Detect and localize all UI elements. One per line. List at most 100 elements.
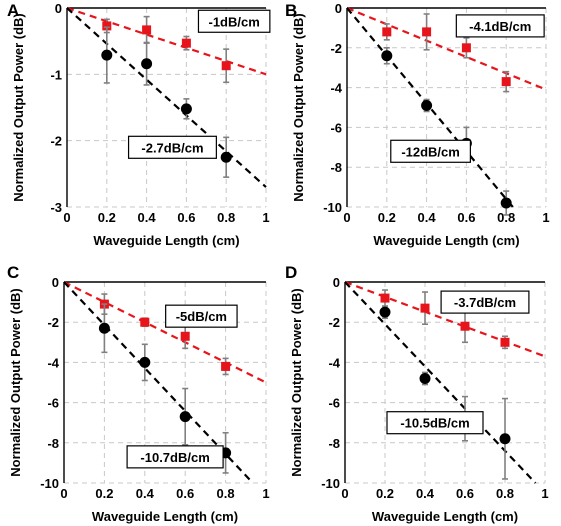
slope-label-box xyxy=(386,411,484,435)
x-tick-label: 0 xyxy=(63,210,70,225)
slope-label-box xyxy=(440,290,530,314)
data-point-circle xyxy=(139,356,151,368)
y-tick-label: -10 xyxy=(40,476,59,491)
y-axis-title: Normalized Output Power (dB) xyxy=(289,288,304,477)
slope-label: -5dB/cm xyxy=(176,309,227,324)
x-tick-label: 0.8 xyxy=(217,210,235,225)
y-axis-title: Normalized Output Power (dB) xyxy=(8,288,23,477)
x-tick-label: 0.8 xyxy=(497,210,515,225)
slope-label: -12dB/cm xyxy=(401,144,460,159)
panel-letter: A xyxy=(7,1,19,20)
data-point-square xyxy=(422,27,432,37)
x-tick-label: 0 xyxy=(343,210,350,225)
panel-letter: B xyxy=(285,1,297,20)
x-tick-label: 0.2 xyxy=(98,210,116,225)
data-point-square xyxy=(140,317,150,327)
x-tick-label: 0.8 xyxy=(496,486,514,501)
y-tick-label: -8 xyxy=(330,160,342,175)
y-tick-label: -6 xyxy=(328,396,340,411)
data-point-square xyxy=(221,61,231,71)
x-axis-title: Waveguide Length (cm) xyxy=(93,233,239,248)
x-tick-label: 0.2 xyxy=(378,210,396,225)
data-point-circle xyxy=(98,322,110,334)
y-tick-label: -4 xyxy=(328,355,340,370)
y-tick-label: -10 xyxy=(323,200,342,215)
data-point-circle xyxy=(499,433,511,445)
y-tick-label: -3 xyxy=(50,200,62,215)
slope-label-box xyxy=(127,135,217,159)
x-tick-label: 1 xyxy=(262,210,269,225)
data-point-circle xyxy=(421,100,433,112)
data-point-circle xyxy=(220,151,232,163)
data-point-circle xyxy=(379,306,391,318)
slope-label: -1dB/cm xyxy=(209,14,260,29)
slope-label: -2.7dB/cm xyxy=(141,140,203,155)
data-point-circle xyxy=(180,103,192,115)
slope-label-box xyxy=(126,445,224,469)
y-tick-label: -2 xyxy=(50,134,62,149)
x-tick-label: 1 xyxy=(262,486,269,501)
data-point-circle xyxy=(179,411,191,423)
fit-line-red xyxy=(66,6,267,76)
fit-line-black xyxy=(66,7,267,188)
y-tick-label: -8 xyxy=(47,436,59,451)
y-tick-label: -10 xyxy=(321,476,340,491)
y-tick-label: -2 xyxy=(328,315,340,330)
y-tick-label: -2 xyxy=(47,315,59,330)
data-point-circle xyxy=(500,197,512,209)
y-tick-label: 0 xyxy=(335,1,342,16)
y-tick-label: 0 xyxy=(55,1,62,16)
y-tick-label: -6 xyxy=(330,120,342,135)
x-tick-label: 0.6 xyxy=(176,486,194,501)
x-tick-label: 0.2 xyxy=(95,486,113,501)
x-tick-label: 0 xyxy=(341,486,348,501)
y-axis-title: Normalized Output Power (dB) xyxy=(11,13,26,202)
y-tick-label: -4 xyxy=(330,81,342,96)
data-point-square xyxy=(500,337,510,347)
y-tick-label: -1 xyxy=(50,67,62,82)
data-point-square xyxy=(460,321,470,331)
slope-label: -4.1dB/cm xyxy=(469,19,531,34)
x-tick-label: 0.6 xyxy=(177,210,195,225)
data-point-square xyxy=(501,77,511,87)
x-tick-label: 0.4 xyxy=(138,210,157,225)
x-axis-title: Waveguide Length (cm) xyxy=(373,233,519,248)
x-tick-label: 0.2 xyxy=(376,486,394,501)
fit-line-red xyxy=(63,281,267,384)
data-point-circle xyxy=(101,49,113,61)
data-point-square xyxy=(142,25,152,35)
fit-line-black xyxy=(344,281,537,484)
x-tick-label: 0.4 xyxy=(136,486,155,501)
x-tick-label: 0.8 xyxy=(217,486,235,501)
y-tick-label: -6 xyxy=(47,396,59,411)
data-point-circle xyxy=(141,58,153,70)
slope-label-box xyxy=(390,139,471,163)
data-point-square xyxy=(221,361,231,371)
panel-letter: D xyxy=(285,263,297,282)
x-axis-title: Waveguide Length (cm) xyxy=(372,509,518,524)
x-tick-label: 0.4 xyxy=(418,210,437,225)
data-point-square xyxy=(461,43,471,53)
data-point-circle xyxy=(381,50,393,62)
y-axis-title: Normalized Output Power (dB) xyxy=(291,13,306,202)
slope-label: -10.7dB/cm xyxy=(140,450,209,465)
slope-label-box xyxy=(455,14,545,38)
x-tick-label: 0.6 xyxy=(457,210,475,225)
y-tick-label: 0 xyxy=(52,275,59,290)
x-tick-label: 1 xyxy=(542,210,549,225)
y-tick-label: -8 xyxy=(328,436,340,451)
data-point-square xyxy=(382,27,392,37)
y-tick-label: -2 xyxy=(330,41,342,56)
slope-label-box xyxy=(165,304,238,328)
y-tick-label: 0 xyxy=(333,275,340,290)
slope-label: -10.5dB/cm xyxy=(400,416,469,431)
data-point-square xyxy=(380,293,390,303)
y-tick-label: -4 xyxy=(47,355,59,370)
x-axis-title: Waveguide Length (cm) xyxy=(92,509,238,524)
data-point-square xyxy=(181,38,191,48)
